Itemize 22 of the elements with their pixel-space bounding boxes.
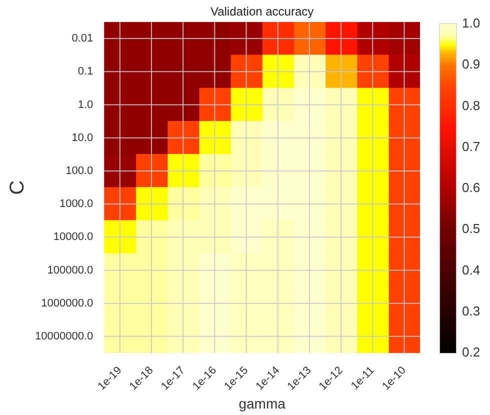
y-axis-title: C xyxy=(6,180,29,195)
y-tick-label: 1000.0 xyxy=(59,198,94,210)
color-bar-label: 0.5 xyxy=(462,221,480,236)
color-bar-label: 0.3 xyxy=(462,303,480,318)
color-bar-label: 0.2 xyxy=(462,344,480,360)
x-axis-title: gamma xyxy=(238,395,286,412)
color-bar-label: 0.8 xyxy=(462,98,480,113)
chart-title: Validation accuracy xyxy=(210,4,314,18)
y-tick-label: 1.0 xyxy=(78,98,94,111)
color-bar-label: 1.0 xyxy=(462,16,480,31)
y-tick-label: 1000000.0 xyxy=(41,297,94,310)
color-bar-label: 0.9 xyxy=(462,56,480,72)
y-tick-label: 100000.0 xyxy=(47,264,94,276)
color-bar-label: 0.6 xyxy=(462,180,480,196)
y-tick-label: 0.01 xyxy=(72,32,94,45)
y-tick-label: 100.0 xyxy=(66,164,94,177)
color-bar-label: 0.4 xyxy=(462,262,480,278)
y-tick-label: 10000.0 xyxy=(53,231,94,244)
y-tick-label: 10000000.0 xyxy=(34,330,94,342)
y-tick-label: 0.1 xyxy=(78,66,94,78)
color-bar-label: 0.7 xyxy=(462,138,480,154)
y-tick-label: 10.0 xyxy=(72,132,94,144)
